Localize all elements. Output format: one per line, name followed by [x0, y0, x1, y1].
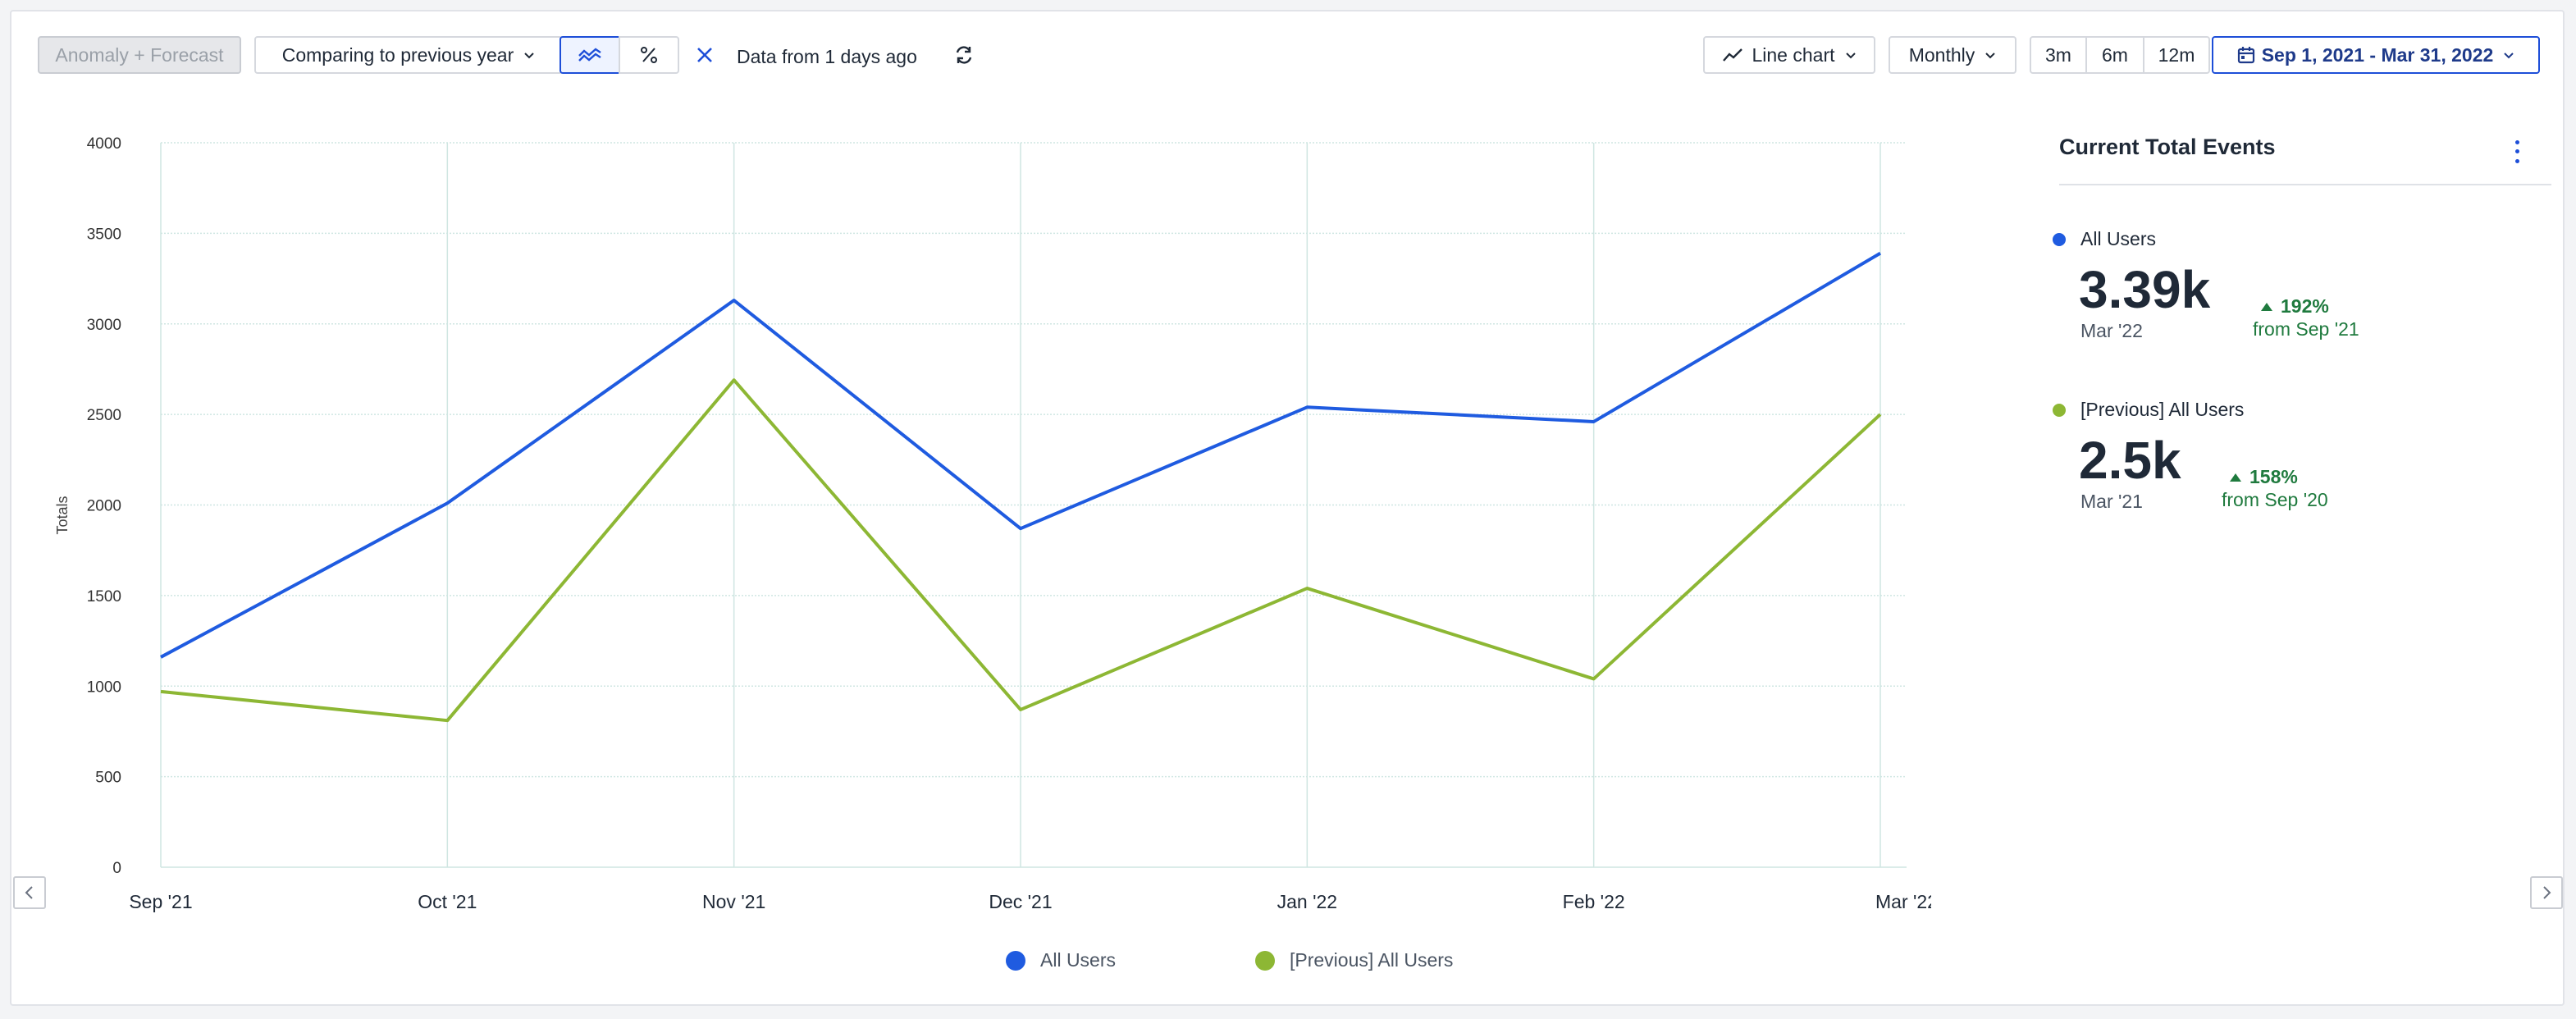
- compare-label: Comparing to previous year: [281, 43, 514, 66]
- x-tick-label: Nov '21: [702, 891, 765, 912]
- y-axis-ticks: 4000 3500 3000 2500 2000 1500 1000 500 0: [87, 135, 121, 877]
- sidebar-divider: [2059, 184, 2551, 185]
- line-chart-icon: [1723, 48, 1743, 62]
- anomaly-forecast-button[interactable]: Anomaly + Forecast: [38, 36, 241, 74]
- metric-change-percent: 192%: [2281, 295, 2329, 317]
- metric-change: 158%: [2222, 466, 2298, 488]
- x-tick-label: Jan '22: [1277, 891, 1337, 912]
- refresh-button[interactable]: [952, 43, 976, 67]
- chart-grid: [160, 142, 1907, 868]
- x-axis-ticks: Sep '21 Oct '21 Nov '21 Dec '21 Jan '22 Feb '…: [129, 891, 1931, 912]
- data-freshness-text: Data from 1 days ago: [737, 46, 917, 67]
- series-marker-icon: [2053, 404, 2066, 417]
- y-tick-label: 2000: [87, 498, 121, 515]
- metric-change-note: from Sep '21: [2253, 318, 2359, 340]
- y-tick-label: 1500: [87, 588, 121, 605]
- metric-value: 2.5k: [2079, 431, 2181, 490]
- percent-toggle[interactable]: [619, 36, 679, 74]
- view-mode-toggle: [560, 36, 679, 74]
- range-3m-button[interactable]: 3m: [2030, 36, 2087, 74]
- chevron-down-icon: [524, 53, 534, 59]
- y-axis-label: Totals: [54, 496, 71, 534]
- sidebar-title: Current Total Events: [2059, 135, 2276, 159]
- date-range-label: Sep 1, 2021 - Mar 31, 2022: [2261, 43, 2494, 66]
- more-options-icon[interactable]: [2509, 138, 2525, 166]
- metric-name: [Previous] All Users: [2080, 399, 2245, 420]
- metric-date: Mar '21: [2080, 491, 2143, 512]
- chart-type-dropdown[interactable]: Line chart: [1703, 36, 1875, 74]
- y-tick-label: 500: [95, 770, 121, 787]
- y-tick-label: 3000: [87, 317, 121, 334]
- series-marker-icon: [2053, 233, 2066, 246]
- refresh-icon: [956, 46, 972, 64]
- range-6m-button[interactable]: 6m: [2085, 36, 2144, 74]
- metric-name: All Users: [2080, 228, 2157, 249]
- chart-series: [160, 251, 1882, 723]
- scroll-right-button[interactable]: [2530, 876, 2563, 909]
- y-tick-label: 4000: [87, 135, 121, 153]
- percent-icon: [641, 47, 657, 63]
- chevron-down-icon: [1985, 53, 1995, 59]
- legend-marker-icon: [1006, 950, 1025, 971]
- toolbar: Anomaly + Forecast Comparing to previous…: [11, 11, 2563, 102]
- trend-up-icon: [2230, 466, 2249, 487]
- chart-type-label: Line chart: [1752, 43, 1835, 66]
- series-line[interactable]: [160, 378, 1882, 723]
- x-tick-label: Dec '21: [989, 891, 1052, 912]
- metric-value: 3.39k: [2079, 260, 2211, 319]
- metric-change-percent: 158%: [2249, 466, 2298, 487]
- calendar-icon: [2237, 47, 2254, 64]
- range-toggle: 3m 6m 12m: [2030, 36, 2210, 74]
- trend-up-icon: [2261, 295, 2281, 317]
- chevron-left-icon: [25, 886, 33, 899]
- chevron-down-icon: [1845, 53, 1856, 59]
- x-tick-label: Sep '21: [129, 891, 192, 912]
- legend-marker-icon: [1255, 950, 1275, 971]
- date-range-picker[interactable]: Sep 1, 2021 - Mar 31, 2022: [2212, 36, 2540, 74]
- compare-dropdown[interactable]: Comparing to previous year: [254, 36, 563, 74]
- x-tick-label: Mar '22: [1875, 891, 1931, 912]
- legend-item-all-users[interactable]: All Users: [1006, 949, 1116, 971]
- interval-dropdown[interactable]: Monthly: [1889, 36, 2016, 74]
- chart-panel: Anomaly + Forecast Comparing to previous…: [10, 10, 2565, 1006]
- metric-date: Mar '22: [2080, 320, 2143, 341]
- metric-change: 192%: [2253, 295, 2329, 318]
- scroll-left-button[interactable]: [13, 876, 46, 909]
- chevron-down-icon: [2504, 53, 2514, 59]
- legend-item-previous-all-users[interactable]: [Previous] All Users: [1255, 949, 1453, 971]
- range-12m-button[interactable]: 12m: [2143, 36, 2210, 74]
- y-tick-label: 2500: [87, 407, 121, 424]
- interval-label: Monthly: [1908, 43, 1975, 66]
- anomaly-forecast-label: Anomaly + Forecast: [55, 43, 224, 66]
- y-tick-label: 1000: [87, 679, 121, 696]
- metric-change-note: from Sep '20: [2222, 489, 2328, 510]
- compare-overlay-toggle[interactable]: [560, 36, 620, 74]
- legend-label: [Previous] All Users: [1290, 949, 1454, 971]
- y-tick-label: 3500: [87, 226, 121, 243]
- line-chart: 4000 3500 3000 2500 2000 1500 1000 500 0 Sep '21…: [54, 135, 1931, 912]
- clear-comparison-button[interactable]: [694, 44, 715, 66]
- x-tick-label: Oct '21: [418, 891, 477, 912]
- overlay-lines-icon: [578, 48, 601, 62]
- series-line[interactable]: [160, 251, 1882, 659]
- legend-label: All Users: [1040, 949, 1117, 971]
- chevron-right-icon: [2543, 886, 2551, 899]
- x-tick-label: Feb '22: [1563, 891, 1625, 912]
- y-tick-label: 0: [112, 860, 121, 877]
- close-icon: [697, 48, 712, 62]
